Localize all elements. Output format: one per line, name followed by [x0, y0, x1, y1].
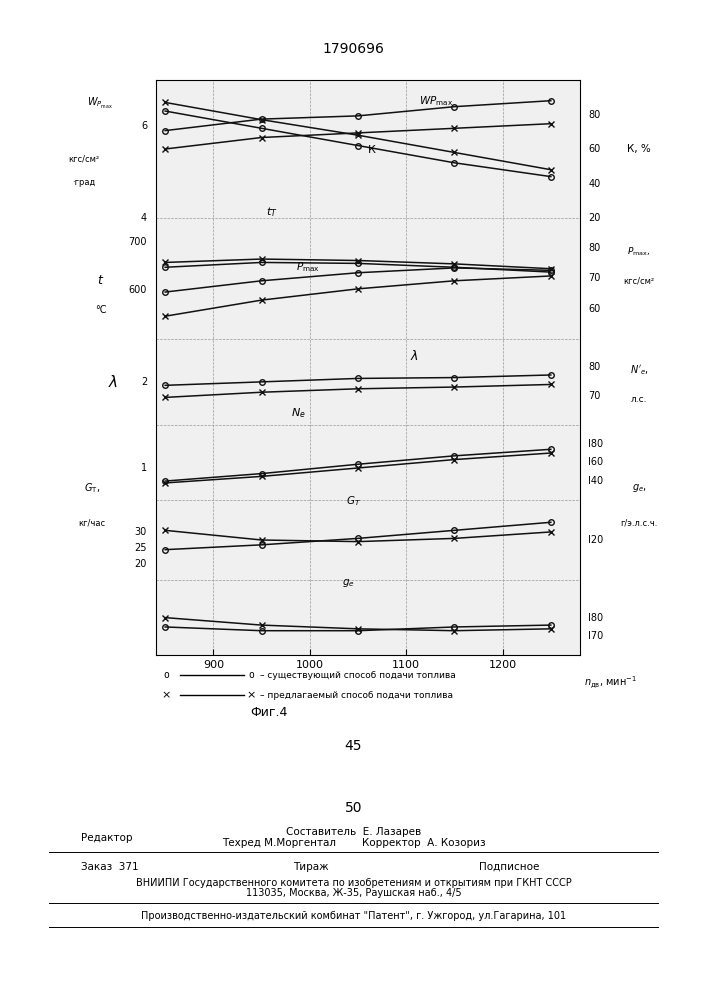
Text: $\lambda$: $\lambda$ [108, 374, 118, 390]
Text: Техред М.Моргентал        Корректор  А. Козориз: Техред М.Моргентал Корректор А. Козориз [222, 838, 485, 848]
Text: о: о [248, 670, 254, 680]
Text: 80: 80 [588, 362, 600, 372]
Text: $G_{\rm T}$,: $G_{\rm T}$, [84, 481, 100, 495]
Text: – существующий способ подачи топлива: – существующий способ подачи топлива [260, 670, 456, 680]
Text: кгс/см²: кгс/см² [624, 276, 655, 285]
Text: К, %: К, % [627, 144, 651, 154]
Text: 2: 2 [141, 377, 147, 387]
Text: 600: 600 [129, 285, 147, 295]
Text: $P_{\rm max}$: $P_{\rm max}$ [296, 261, 320, 274]
Text: $t$: $t$ [97, 274, 104, 287]
Text: 40: 40 [588, 179, 600, 189]
Text: 1790696: 1790696 [322, 42, 385, 56]
Text: 20: 20 [134, 559, 147, 569]
Text: 50: 50 [345, 801, 362, 815]
Text: г/э.л.с.ч.: г/э.л.с.ч. [621, 518, 658, 527]
Text: $P_{\rm max}$,: $P_{\rm max}$, [628, 246, 650, 258]
Text: 60: 60 [588, 304, 600, 314]
Text: $W_{P_{\rm max}}$: $W_{P_{\rm max}}$ [88, 96, 113, 111]
Text: 113035, Москва, Ж-35, Раушская наб., 4/5: 113035, Москва, Ж-35, Раушская наб., 4/5 [246, 888, 461, 898]
Text: °С: °С [95, 305, 106, 315]
Text: о: о [163, 670, 169, 680]
Text: ВНИИПИ Государственного комитета по изобретениям и открытиям при ГКНТ СССР: ВНИИПИ Государственного комитета по изоб… [136, 878, 571, 888]
Text: I80: I80 [588, 439, 603, 449]
Text: Подписное: Подписное [479, 862, 539, 872]
Text: 6: 6 [141, 121, 147, 131]
Text: 20: 20 [588, 213, 601, 223]
Text: Составитель  Е. Лазарев: Составитель Е. Лазарев [286, 827, 421, 837]
Text: кгс/см²: кгс/см² [68, 155, 99, 164]
Text: Тираж: Тираж [293, 862, 329, 872]
Text: ×: × [161, 690, 171, 700]
Text: л.с.: л.с. [631, 395, 648, 404]
Text: I70: I70 [588, 631, 604, 641]
Text: $t_T$: $t_T$ [266, 205, 277, 219]
Text: $g_e$,: $g_e$, [632, 482, 646, 494]
Text: I20: I20 [588, 535, 604, 545]
Text: $g_e$: $g_e$ [342, 577, 355, 589]
Text: 70: 70 [588, 391, 601, 401]
Text: 4: 4 [141, 213, 147, 223]
Text: I40: I40 [588, 476, 603, 486]
Text: $WP_{\rm max}$: $WP_{\rm max}$ [419, 94, 452, 108]
Text: I60: I60 [588, 457, 603, 467]
Text: 80: 80 [588, 110, 600, 120]
Text: I80: I80 [588, 613, 603, 623]
Text: $n_{\rm дв}$, мин$^{-1}$: $n_{\rm дв}$, мин$^{-1}$ [584, 675, 637, 691]
Text: ×: × [246, 690, 256, 700]
Text: Заказ  371: Заказ 371 [81, 862, 139, 872]
Text: – предлагаемый способ подачи топлива: – предлагаемый способ подачи топлива [260, 690, 453, 700]
Text: 25: 25 [134, 543, 147, 553]
Text: $N'_e$,: $N'_e$, [630, 363, 648, 377]
Text: кг/час: кг/час [78, 518, 105, 527]
Text: Фиг.4: Фиг.4 [250, 706, 287, 720]
Text: 70: 70 [588, 273, 601, 283]
Text: 700: 700 [129, 237, 147, 247]
Text: 1: 1 [141, 463, 147, 473]
Text: 80: 80 [588, 243, 600, 253]
Text: $G_T$: $G_T$ [346, 494, 361, 508]
Text: Редактор: Редактор [81, 833, 133, 843]
Text: Производственно-издательский комбинат "Патент", г. Ужгород, ул.Гагарина, 101: Производственно-издательский комбинат "П… [141, 911, 566, 921]
Text: ·град: ·град [72, 178, 95, 187]
Text: 45: 45 [345, 739, 362, 753]
Text: 30: 30 [135, 527, 147, 537]
Text: $\lambda$: $\lambda$ [410, 349, 419, 363]
Text: $N_e$: $N_e$ [291, 407, 306, 420]
Text: 60: 60 [588, 144, 600, 154]
Text: К: К [368, 145, 375, 155]
